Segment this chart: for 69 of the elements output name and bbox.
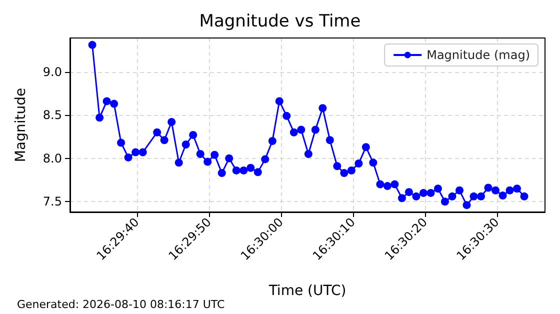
point — [132, 148, 140, 156]
point — [520, 192, 528, 200]
point — [362, 143, 370, 152]
point — [117, 138, 126, 147]
x-axis-title: Time (UTC) — [268, 283, 346, 299]
point — [513, 184, 522, 193]
point — [318, 104, 327, 112]
text: Generated: 2026-08-10 08:16:17 UTC — [17, 298, 226, 311]
point — [196, 150, 204, 158]
point — [160, 136, 168, 144]
y-tick-label: 7.5 — [42, 194, 62, 209]
point — [426, 188, 435, 197]
point — [110, 100, 118, 108]
chart-title: Magnitude vs Time — [199, 12, 361, 32]
point — [282, 112, 291, 120]
point — [498, 192, 507, 200]
point — [354, 160, 363, 168]
point — [506, 186, 514, 194]
point — [210, 150, 219, 159]
point — [304, 150, 312, 158]
point — [470, 192, 478, 200]
y-axis-title: Magnitude — [13, 88, 29, 162]
point — [383, 182, 392, 190]
point — [311, 126, 320, 134]
point — [412, 192, 420, 200]
point — [477, 192, 485, 200]
point — [492, 186, 500, 194]
point — [333, 162, 342, 170]
point — [419, 188, 428, 197]
point — [168, 118, 176, 126]
legend-label: Magnitude (mag) — [426, 48, 530, 62]
point — [88, 40, 96, 49]
y-tick-label: 8.5 — [42, 108, 62, 122]
point — [440, 198, 449, 206]
point — [484, 184, 492, 192]
point — [182, 140, 190, 148]
point — [240, 166, 248, 174]
point — [153, 128, 162, 136]
point — [376, 180, 384, 188]
point — [232, 166, 240, 174]
point — [347, 166, 356, 174]
point — [297, 126, 306, 134]
point — [96, 114, 104, 122]
point — [326, 136, 334, 144]
point — [124, 153, 132, 162]
point — [404, 188, 413, 196]
point — [448, 192, 456, 200]
point — [254, 168, 262, 176]
point — [455, 186, 464, 194]
y-tick-label: 8.0 — [42, 151, 62, 166]
point — [204, 158, 212, 166]
point — [102, 97, 111, 106]
point — [138, 148, 147, 156]
point — [369, 158, 378, 167]
point — [462, 201, 471, 210]
point — [261, 155, 270, 164]
point — [340, 169, 348, 178]
point — [225, 154, 234, 162]
point — [246, 164, 255, 172]
point — [189, 130, 198, 139]
point — [398, 194, 406, 202]
point — [275, 97, 284, 106]
point — [174, 158, 183, 167]
point — [268, 137, 276, 146]
y-tick-label: 9.0 — [42, 64, 62, 79]
point — [390, 180, 399, 188]
point — [218, 169, 226, 178]
point — [434, 184, 442, 193]
point — [290, 128, 298, 136]
